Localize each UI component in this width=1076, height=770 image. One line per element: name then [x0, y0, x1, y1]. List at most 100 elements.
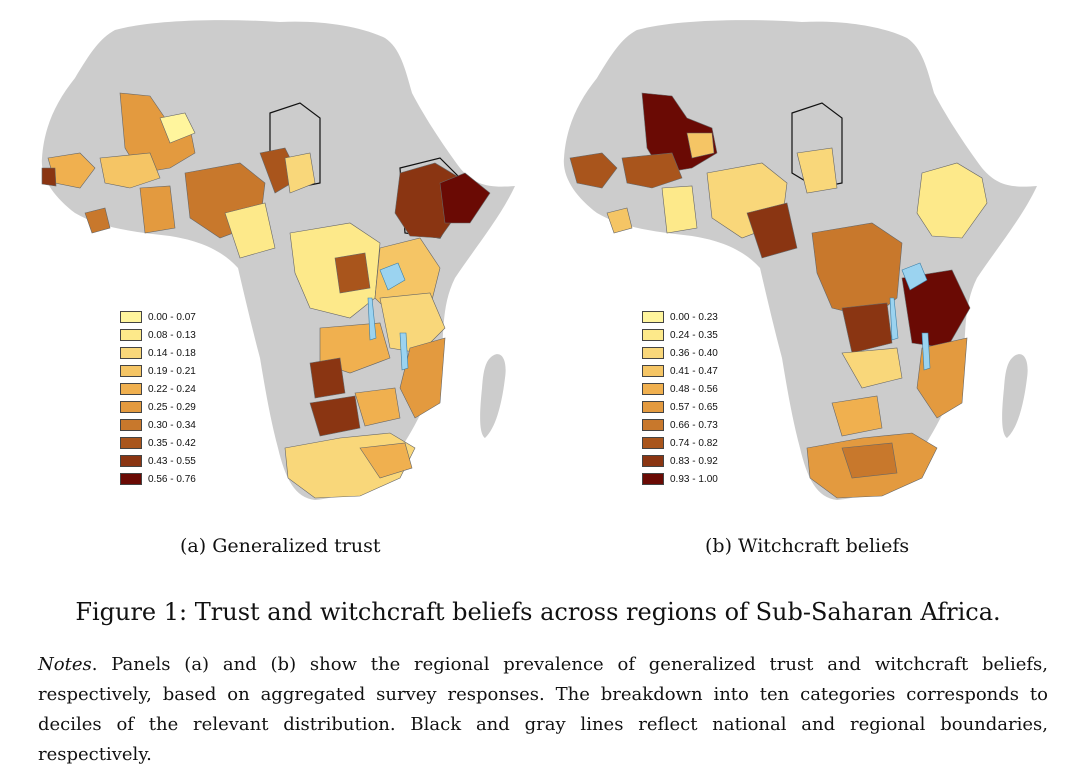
legend-label: 0.35 - 0.42	[148, 437, 196, 449]
lakes	[889, 262, 931, 371]
legend-label: 0.83 - 0.92	[670, 455, 718, 467]
lake-malawi	[399, 332, 409, 371]
region-tanzania	[901, 269, 971, 349]
region-burkina	[99, 152, 161, 189]
legend-swatch	[642, 401, 664, 413]
region-angola	[309, 357, 346, 399]
legend-swatch	[120, 365, 142, 377]
legend-swatch	[120, 473, 142, 485]
legend-item: 0.83 - 0.92	[642, 454, 718, 468]
region-ethiopia-east	[439, 172, 491, 224]
legend-label: 0.57 - 0.65	[670, 401, 718, 413]
region-mali-north	[159, 112, 196, 144]
legend-swatch	[120, 311, 142, 323]
continent-outline	[563, 20, 1037, 500]
region-congo-south	[841, 302, 893, 354]
region-mozambique	[399, 337, 446, 419]
legend-item: 0.41 - 0.47	[642, 364, 718, 378]
region-botswana	[831, 395, 883, 437]
africa-map	[41, 20, 515, 500]
region-south-africa-center	[841, 442, 898, 479]
legend-item: 0.00 - 0.23	[642, 310, 718, 324]
notes-label: Notes	[38, 654, 92, 675]
legend-item: 0.35 - 0.42	[120, 436, 196, 450]
choropleth-regions	[569, 92, 988, 499]
lake-victoria	[901, 262, 928, 291]
legend-label: 0.19 - 0.21	[148, 365, 196, 377]
legend-label: 0.36 - 0.40	[670, 347, 718, 359]
legend-item: 0.08 - 0.13	[120, 328, 196, 342]
legend-label: 0.08 - 0.13	[148, 329, 196, 341]
legend-item: 0.30 - 0.34	[120, 418, 196, 432]
legend-item: 0.36 - 0.40	[642, 346, 718, 360]
legend-swatch	[120, 329, 142, 341]
region-mali-east	[686, 132, 715, 159]
region-burkina	[621, 152, 683, 189]
legend-label: 0.25 - 0.29	[148, 401, 196, 413]
lake-tanganyika	[367, 297, 377, 341]
legend: 0.00 - 0.23 0.24 - 0.35 0.36 - 0.40 0.41 - …	[642, 310, 762, 495]
legend-item: 0.22 - 0.24	[120, 382, 196, 396]
continent-outline	[41, 20, 515, 500]
africa-map	[563, 20, 1037, 500]
region-south-africa-east	[359, 442, 413, 479]
legend-item: 0.00 - 0.07	[120, 310, 196, 324]
region-botswana	[309, 395, 361, 437]
legend-label: 0.74 - 0.82	[670, 437, 718, 449]
map-panel-witchcraft-beliefs: 0.00 - 0.23 0.24 - 0.35 0.36 - 0.40 0.41 - …	[542, 8, 1062, 528]
legend-swatch	[120, 419, 142, 431]
region-cameroon	[224, 202, 276, 259]
region-chad	[284, 152, 316, 194]
notes-text: . Panels (a) and (b) show the regional p…	[38, 654, 1048, 765]
legend-label: 0.43 - 0.55	[148, 455, 196, 467]
legend-label: 0.41 - 0.47	[670, 365, 718, 377]
legend-swatch	[120, 437, 142, 449]
legend-item: 0.19 - 0.21	[120, 364, 196, 378]
caption-witchcraft-beliefs: (b) Witchcraft beliefs	[705, 535, 910, 557]
legend-swatch	[642, 347, 664, 359]
region-senegal	[41, 167, 57, 187]
legend-label: 0.24 - 0.35	[670, 329, 718, 341]
legend-swatch	[120, 383, 142, 395]
legend-swatch	[642, 383, 664, 395]
region-west-coast	[569, 152, 618, 189]
lake-victoria	[379, 262, 406, 291]
legend-label: 0.00 - 0.07	[148, 311, 196, 323]
legend-swatch	[642, 365, 664, 377]
legend-label: 0.22 - 0.24	[148, 383, 196, 395]
legend-swatch	[642, 419, 664, 431]
legend-item: 0.74 - 0.82	[642, 436, 718, 450]
region-ethiopia	[916, 162, 988, 239]
legend-item: 0.57 - 0.65	[642, 400, 718, 414]
legend-item: 0.93 - 1.00	[642, 472, 718, 486]
lake-tanganyika	[889, 297, 899, 341]
lake-malawi	[921, 332, 931, 371]
national-boundaries	[791, 102, 843, 189]
legend: 0.00 - 0.07 0.08 - 0.13 0.14 - 0.18 0.19 - …	[120, 310, 240, 495]
legend-label: 0.93 - 1.00	[670, 473, 718, 485]
legend-swatch	[642, 455, 664, 467]
region-ghana	[661, 185, 698, 234]
region-drc	[289, 222, 381, 319]
region-tanzania	[379, 292, 446, 354]
legend-item: 0.43 - 0.55	[120, 454, 196, 468]
legend-swatch	[120, 401, 142, 413]
legend-swatch	[120, 455, 142, 467]
legend-swatch	[642, 473, 664, 485]
legend-item: 0.66 - 0.73	[642, 418, 718, 432]
legend-label: 0.14 - 0.18	[148, 347, 196, 359]
region-cameroon	[746, 202, 798, 259]
legend-item: 0.25 - 0.29	[120, 400, 196, 414]
legend-swatch	[642, 329, 664, 341]
region-chad	[796, 147, 838, 194]
legend-label: 0.48 - 0.56	[670, 383, 718, 395]
caption-generalized-trust: (a) Generalized trust	[180, 535, 381, 557]
region-sierra-leone	[606, 207, 633, 234]
choropleth-regions	[41, 92, 491, 499]
legend-item: 0.56 - 0.76	[120, 472, 196, 486]
legend-label: 0.66 - 0.73	[670, 419, 718, 431]
figure-notes: Notes. Panels (a) and (b) show the regio…	[38, 650, 1048, 770]
region-ghana	[139, 185, 176, 234]
legend-item: 0.48 - 0.56	[642, 382, 718, 396]
region-drc-center	[334, 252, 371, 294]
